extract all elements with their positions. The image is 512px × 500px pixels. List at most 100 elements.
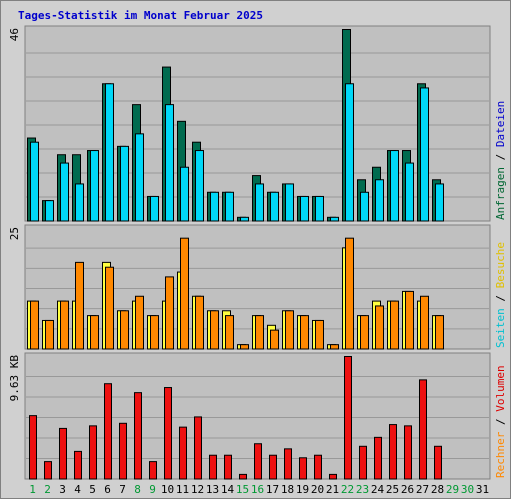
chart-title: Tages-Statistik im Monat Februar 2025 bbox=[18, 9, 263, 22]
x-tick-label: 3 bbox=[59, 483, 66, 496]
bar-volumen-day-10 bbox=[164, 387, 172, 480]
panel-requests: 46 bbox=[8, 25, 491, 222]
bar-besuche-day-23 bbox=[360, 315, 369, 350]
bar-volumen-day-25 bbox=[389, 424, 397, 480]
bar-dateien-day-3 bbox=[60, 162, 69, 222]
bar-besuche-day-22 bbox=[345, 237, 354, 350]
bar-besuche-day-7 bbox=[120, 310, 129, 350]
x-tick-label: 12 bbox=[191, 483, 204, 496]
bar-dateien-day-11 bbox=[180, 166, 189, 222]
x-tick-label: 4 bbox=[74, 483, 81, 496]
bar-volumen-day-2 bbox=[44, 461, 52, 480]
bar-dateien-day-16 bbox=[255, 183, 264, 222]
bar-besuche-day-10 bbox=[165, 276, 174, 350]
bar-dateien-day-26 bbox=[405, 162, 414, 222]
bar-besuche-day-18 bbox=[285, 310, 294, 350]
bar-besuche-day-20 bbox=[315, 319, 324, 350]
x-tick-label: 10 bbox=[161, 483, 174, 496]
bar-volumen-day-6 bbox=[104, 383, 112, 480]
x-tick-label: 21 bbox=[326, 483, 339, 496]
legend-volume: Rechner / Volumen bbox=[494, 365, 507, 478]
bar-volumen-day-13 bbox=[209, 454, 217, 480]
bar-volumen-day-19 bbox=[299, 457, 307, 480]
bar-volumen-day-27 bbox=[419, 379, 427, 480]
bar-besuche-day-28 bbox=[435, 315, 444, 350]
x-tick-label: 27 bbox=[416, 483, 429, 496]
bar-volumen-day-23 bbox=[359, 445, 367, 480]
legend-entry: Seiten bbox=[494, 308, 507, 348]
panel-volume: 9.63 KB bbox=[8, 352, 491, 480]
panel-visits: 25 bbox=[8, 224, 491, 350]
bar-dateien-day-5 bbox=[90, 150, 99, 222]
bar-dateien-day-19 bbox=[300, 195, 309, 222]
bar-besuche-day-16 bbox=[255, 315, 264, 350]
bar-besuche-day-3 bbox=[60, 300, 69, 350]
bar-dateien-day-25 bbox=[390, 150, 399, 222]
bar-dateien-day-1 bbox=[30, 141, 39, 222]
chart-legend: Anfragen / Dateien Seiten / Besuche Rechne… bbox=[494, 101, 507, 478]
x-tick-label: 29 bbox=[446, 483, 459, 496]
bar-dateien-day-14 bbox=[225, 191, 234, 222]
bar-volumen-day-11 bbox=[179, 426, 187, 480]
bar-dateien-day-8 bbox=[135, 133, 144, 222]
bar-besuche-day-19 bbox=[300, 315, 309, 350]
x-tick-label: 6 bbox=[104, 483, 111, 496]
x-tick-label: 28 bbox=[431, 483, 444, 496]
legend-entry: Besuche bbox=[494, 242, 507, 288]
bar-volumen-day-28 bbox=[434, 445, 442, 480]
x-tick-label: 18 bbox=[281, 483, 294, 496]
legend-entry: Rechner bbox=[494, 431, 507, 478]
legend-visits: Seiten / Besuche bbox=[494, 242, 507, 348]
bar-besuche-day-12 bbox=[195, 295, 204, 350]
x-tick-label: 25 bbox=[386, 483, 399, 496]
bar-besuche-day-26 bbox=[405, 290, 414, 350]
x-tick-label: 26 bbox=[401, 483, 414, 496]
bar-besuche-day-15 bbox=[240, 344, 249, 350]
x-tick-label: 2 bbox=[44, 483, 51, 496]
bar-besuche-day-24 bbox=[375, 305, 384, 350]
bar-dateien-day-20 bbox=[315, 195, 324, 222]
legend-separator: / bbox=[494, 147, 507, 167]
bar-dateien-day-24 bbox=[375, 179, 384, 222]
bar-volumen-day-21 bbox=[329, 473, 337, 480]
y-max-label: 25 bbox=[8, 227, 21, 240]
bar-dateien-day-2 bbox=[45, 200, 54, 222]
x-tick-label: 20 bbox=[311, 483, 324, 496]
x-tick-label: 15 bbox=[236, 483, 249, 496]
x-tick-label: 11 bbox=[176, 483, 189, 496]
bar-dateien-day-10 bbox=[165, 104, 174, 222]
x-tick-label: 31 bbox=[476, 483, 489, 496]
chart-panels: 46 25 9.63 KB bbox=[8, 25, 491, 480]
bar-besuche-day-14 bbox=[225, 315, 234, 350]
bar-volumen-day-17 bbox=[269, 454, 277, 480]
bar-besuche-day-2 bbox=[45, 319, 54, 350]
y-max-label: 46 bbox=[8, 28, 21, 41]
bar-volumen-day-9 bbox=[149, 461, 157, 480]
bar-besuche-day-27 bbox=[420, 295, 429, 350]
bar-besuche-day-17 bbox=[270, 329, 279, 350]
bar-dateien-day-9 bbox=[150, 195, 159, 222]
bar-dateien-day-23 bbox=[360, 191, 369, 222]
x-tick-label: 23 bbox=[356, 483, 369, 496]
x-tick-label: 17 bbox=[266, 483, 279, 496]
x-axis-labels: 1 2 3 4 5 6 7 8 9 10 11 12 13 14 15 16 17 18 19 20 21 22 23 24 2… bbox=[29, 483, 489, 496]
bar-volumen-day-5 bbox=[89, 425, 97, 480]
legend-requests: Anfragen / Dateien bbox=[494, 101, 507, 220]
bar-dateien-day-18 bbox=[285, 183, 294, 222]
bar-volumen-day-18 bbox=[284, 448, 292, 480]
legend-entry: Anfragen bbox=[494, 167, 507, 220]
bar-volumen-day-26 bbox=[404, 425, 412, 480]
bar-volumen-day-16 bbox=[254, 443, 262, 480]
x-tick-label: 19 bbox=[296, 483, 309, 496]
x-tick-label: 8 bbox=[134, 483, 141, 496]
bar-dateien-day-27 bbox=[420, 87, 429, 222]
bar-besuche-day-4 bbox=[75, 261, 84, 350]
bar-besuche-day-13 bbox=[210, 310, 219, 350]
y-max-label: 9.63 KB bbox=[8, 355, 21, 402]
bar-dateien-day-7 bbox=[120, 145, 129, 222]
bar-dateien-day-6 bbox=[105, 83, 114, 222]
bar-besuche-day-21 bbox=[330, 344, 339, 350]
x-tick-label: 24 bbox=[371, 483, 385, 496]
bar-volumen-day-12 bbox=[194, 416, 202, 480]
